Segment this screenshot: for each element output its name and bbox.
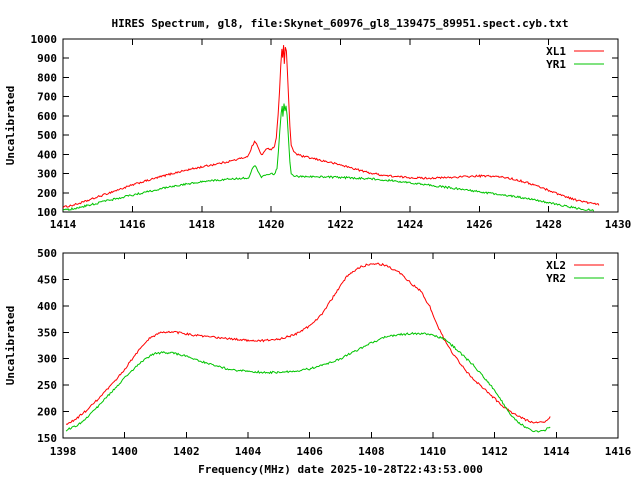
legend-label-xl1: XL1 (546, 45, 566, 58)
x-tick-label: 1412 (481, 445, 508, 458)
x-tick-label: 1398 (50, 445, 77, 458)
series-line-xl1 (63, 45, 600, 209)
y-tick-label: 450 (37, 273, 57, 286)
series-line-yr2 (65, 331, 551, 433)
x-tick-label: 1418 (189, 218, 216, 231)
legend-label-yr2: YR2 (546, 272, 566, 285)
y-tick-label: 400 (37, 148, 57, 161)
x-tick-label: 1424 (397, 218, 424, 231)
y-tick-label: 150 (37, 432, 57, 445)
x-tick-label: 1422 (327, 218, 354, 231)
legend-label-xl2: XL2 (546, 259, 566, 272)
x-tick-label: 1400 (111, 445, 138, 458)
x-tick-label: 1414 (50, 218, 77, 231)
series-line-xl2 (65, 262, 551, 425)
plot-border (62, 38, 619, 213)
x-axis-title: Frequency(MHz) date 2025-10-28T22:43:53.… (198, 463, 483, 476)
y-axis-title: Uncalibrated (4, 306, 17, 385)
x-tick-label: 1416 (119, 218, 146, 231)
y-tick-label: 600 (37, 110, 57, 123)
x-tick-label: 1404 (235, 445, 262, 458)
y-tick-label: 1000 (31, 33, 58, 46)
panel-2: 1398 1400 1402 1404 1406 1408 1410 1412 1414 1416… (4, 247, 632, 476)
y-tick-label: 400 (37, 300, 57, 313)
y-tick-label: 100 (37, 206, 57, 219)
y-tick-label: 700 (37, 91, 57, 104)
y-tick-label: 300 (37, 168, 57, 181)
y-tick-label: 900 (37, 52, 57, 65)
y-tick-label: 800 (37, 71, 57, 84)
series-line-yr1 (63, 103, 595, 212)
x-tick-label: 1426 (466, 218, 493, 231)
x-tick-label: 1406 (296, 445, 323, 458)
plot-title: HIRES Spectrum, gl8, file:Skynet_60976_g… (112, 17, 569, 30)
x-tick-label: 1430 (605, 218, 632, 231)
x-tick-label: 1428 (535, 218, 562, 231)
x-tick-label: 1402 (173, 445, 200, 458)
y-tick-label: 350 (37, 326, 57, 339)
y-axis-title: Uncalibrated (4, 86, 17, 165)
y-tick-label: 200 (37, 406, 57, 419)
y-tick-label: 200 (37, 187, 57, 200)
y-tick-label: 500 (37, 247, 57, 260)
y-tick-label: 500 (37, 129, 57, 142)
x-tick-label: 1414 (543, 445, 570, 458)
x-tick-label: 1410 (420, 445, 447, 458)
plot-border (62, 252, 619, 439)
x-tick-label: 1420 (258, 218, 285, 231)
x-tick-label: 1408 (358, 445, 385, 458)
y-tick-label: 250 (37, 379, 57, 392)
plot-panels: 1414 1416 1418 1420 1422 1424 1426 1428 1430 100 2… (4, 33, 632, 476)
panel-1: 1414 1416 1418 1420 1422 1424 1426 1428 1430 100 2… (4, 33, 631, 231)
y-tick-label: 300 (37, 353, 57, 366)
x-tick-label: 1416 (605, 445, 632, 458)
legend-label-yr1: YR1 (546, 58, 566, 71)
